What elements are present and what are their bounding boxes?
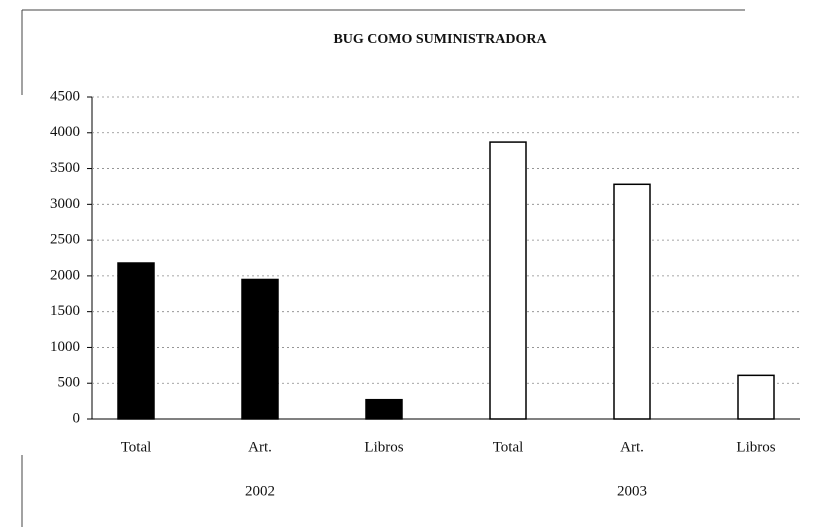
x-tick-label: Art. xyxy=(620,439,644,455)
x-tick-label: Total xyxy=(121,439,152,455)
x-tick-label: Libros xyxy=(364,439,403,455)
y-tick-label: 500 xyxy=(58,375,81,391)
group-label: 2002 xyxy=(245,483,275,499)
bar xyxy=(117,262,155,420)
y-tick-label: 4000 xyxy=(50,124,80,140)
bar xyxy=(489,141,527,420)
bar xyxy=(613,183,651,420)
bar xyxy=(365,398,403,420)
y-tick-label: 1500 xyxy=(50,303,80,319)
y-tick-label: 1000 xyxy=(50,339,80,355)
x-tick-label: Art. xyxy=(248,439,272,455)
bar xyxy=(241,278,279,420)
x-tick-label: Libros xyxy=(736,439,775,455)
y-tick-label: 0 xyxy=(73,410,81,426)
chart-title: BUG COMO SUMINISTRADORA xyxy=(333,32,547,47)
y-tick-label: 3000 xyxy=(50,196,80,212)
bar xyxy=(737,374,775,420)
y-tick-label: 3500 xyxy=(50,160,80,176)
y-tick-label: 2000 xyxy=(50,267,80,283)
x-tick-label: Total xyxy=(493,439,524,455)
y-tick-label: 2500 xyxy=(50,232,80,248)
group-label: 2003 xyxy=(617,483,647,499)
y-tick-label: 4500 xyxy=(50,88,80,104)
